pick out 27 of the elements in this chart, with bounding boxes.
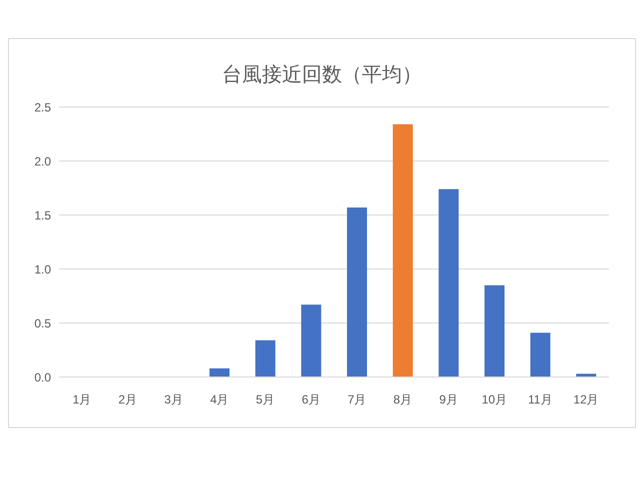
x-tick-label: 3月 xyxy=(164,392,183,407)
bar xyxy=(210,368,230,377)
y-tick-label: 1.5 xyxy=(34,208,52,222)
bar xyxy=(392,124,413,377)
y-tick-label: 2.0 xyxy=(34,154,52,168)
x-tick-label: 12月 xyxy=(573,392,599,407)
x-tick-label: 8月 xyxy=(393,392,412,407)
x-tick-label: 5月 xyxy=(256,392,275,407)
bar xyxy=(438,189,459,377)
x-tick-label: 4月 xyxy=(210,392,229,407)
y-tick-label: 0.0 xyxy=(34,370,52,384)
bar xyxy=(530,332,550,377)
x-tick-label: 2月 xyxy=(118,392,138,407)
x-tick-label: 6月 xyxy=(302,392,320,407)
x-tick-label: 9月 xyxy=(439,392,458,407)
x-tick-label: 1月 xyxy=(72,392,92,407)
y-tick-label: 2.5 xyxy=(34,100,52,114)
y-tick-label: 1.0 xyxy=(34,262,52,276)
x-tick-label: 11月 xyxy=(528,392,552,407)
y-tick-label: 0.5 xyxy=(34,316,52,330)
bar xyxy=(301,304,322,377)
chart-title: 台風接近回数（平均） xyxy=(221,63,423,88)
x-tick-label: 7月 xyxy=(348,392,366,407)
bar xyxy=(347,207,367,377)
bar xyxy=(484,285,504,377)
x-tick-label: 10月 xyxy=(482,392,508,407)
bar xyxy=(255,340,276,377)
